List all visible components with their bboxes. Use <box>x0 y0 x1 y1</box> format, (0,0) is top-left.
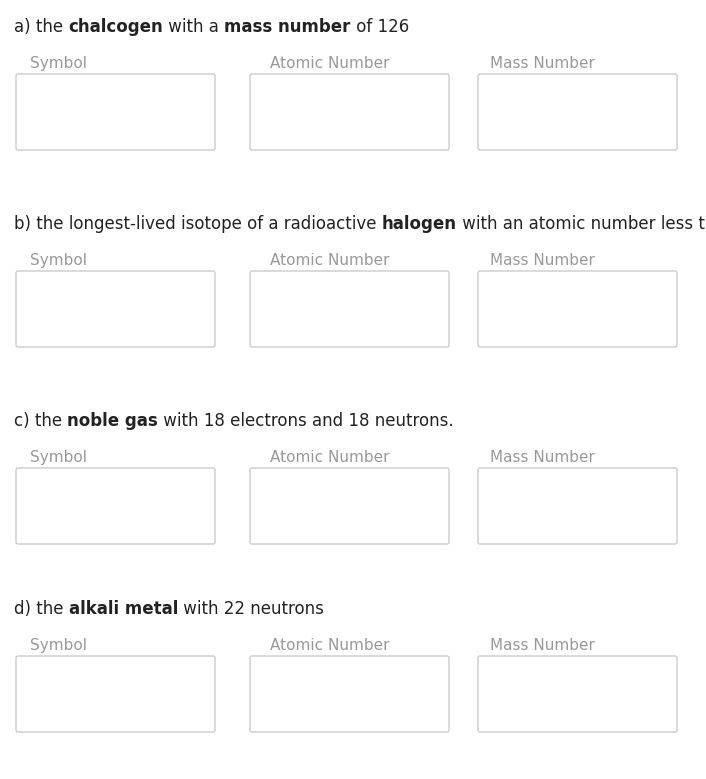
FancyBboxPatch shape <box>478 468 677 544</box>
Text: Mass Number: Mass Number <box>490 450 595 465</box>
Text: noble gas: noble gas <box>67 412 158 430</box>
FancyBboxPatch shape <box>478 271 677 347</box>
Text: Atomic Number: Atomic Number <box>270 638 390 653</box>
Text: with a: with a <box>163 18 225 36</box>
Text: d) the: d) the <box>14 600 68 618</box>
Text: Symbol: Symbol <box>30 638 87 653</box>
Text: b) the longest-lived isotope of a radioactive: b) the longest-lived isotope of a radioa… <box>14 215 382 233</box>
Text: c) the: c) the <box>14 412 67 430</box>
Text: Mass Number: Mass Number <box>490 638 595 653</box>
Text: of 126: of 126 <box>351 18 409 36</box>
Text: Mass Number: Mass Number <box>490 253 595 268</box>
Text: mass number: mass number <box>225 18 351 36</box>
Text: with an atomic number less than 100: with an atomic number less than 100 <box>457 215 706 233</box>
FancyBboxPatch shape <box>16 271 215 347</box>
FancyBboxPatch shape <box>478 656 677 732</box>
FancyBboxPatch shape <box>250 271 449 347</box>
FancyBboxPatch shape <box>250 656 449 732</box>
Text: Atomic Number: Atomic Number <box>270 56 390 71</box>
FancyBboxPatch shape <box>16 656 215 732</box>
Text: Mass Number: Mass Number <box>490 56 595 71</box>
FancyBboxPatch shape <box>478 74 677 150</box>
Text: alkali metal: alkali metal <box>68 600 178 618</box>
FancyBboxPatch shape <box>250 74 449 150</box>
FancyBboxPatch shape <box>16 468 215 544</box>
Text: Symbol: Symbol <box>30 253 87 268</box>
Text: Symbol: Symbol <box>30 56 87 71</box>
Text: a) the: a) the <box>14 18 68 36</box>
FancyBboxPatch shape <box>250 468 449 544</box>
Text: Symbol: Symbol <box>30 450 87 465</box>
FancyBboxPatch shape <box>16 74 215 150</box>
Text: with 18 electrons and 18 neutrons.: with 18 electrons and 18 neutrons. <box>158 412 454 430</box>
Text: halogen: halogen <box>382 215 457 233</box>
Text: Atomic Number: Atomic Number <box>270 253 390 268</box>
Text: Atomic Number: Atomic Number <box>270 450 390 465</box>
Text: chalcogen: chalcogen <box>68 18 163 36</box>
Text: with 22 neutrons: with 22 neutrons <box>178 600 324 618</box>
